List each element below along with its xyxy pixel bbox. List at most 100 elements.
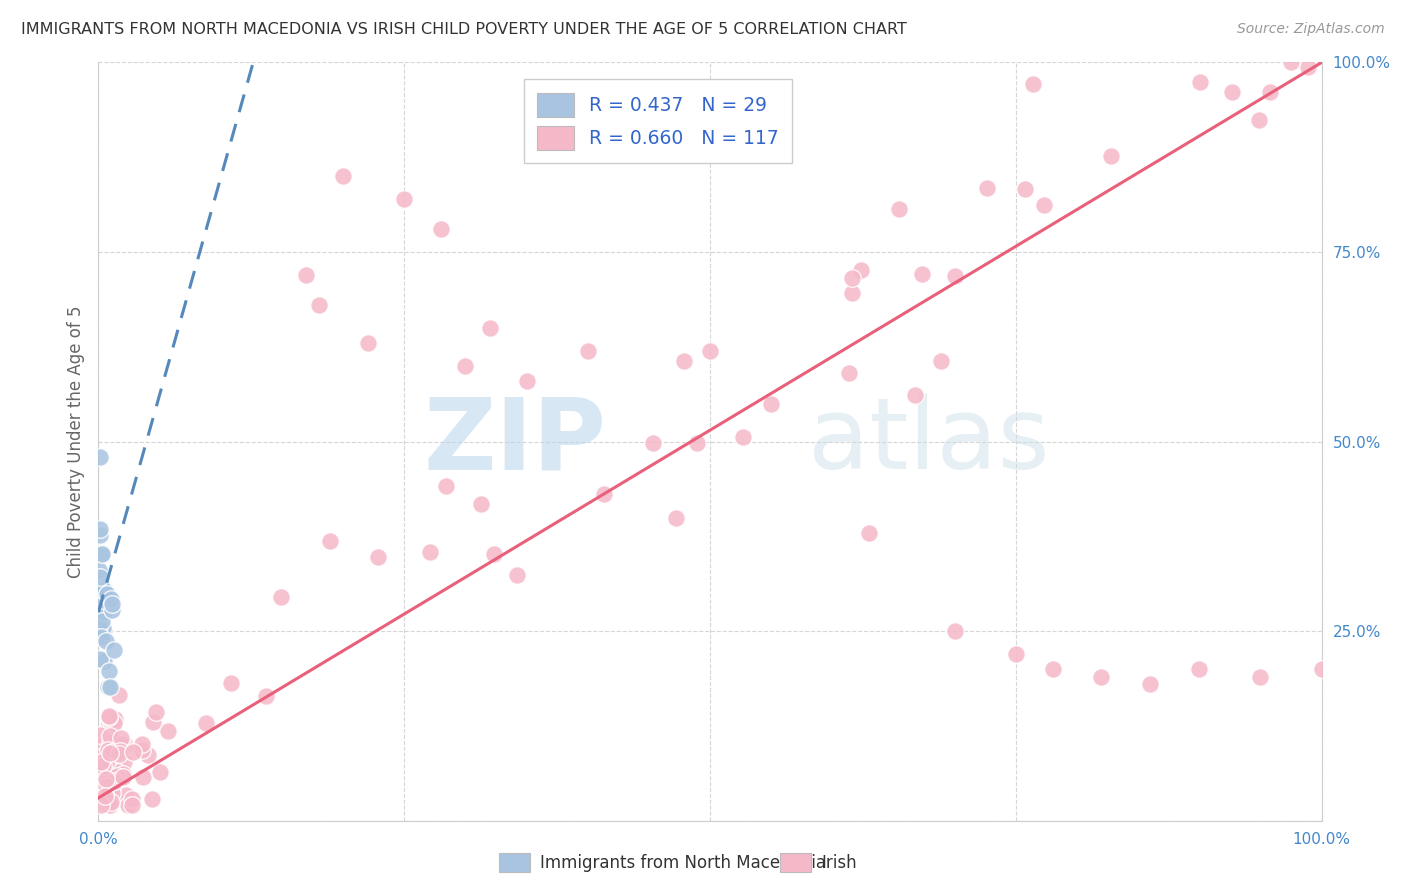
- Point: [576, 343, 599, 358]
- Point: [976, 181, 998, 195]
- Point: [91, 546, 114, 560]
- Point: [136, 748, 159, 763]
- Point: [89, 522, 111, 536]
- Point: [454, 359, 477, 373]
- Point: [858, 525, 880, 540]
- Point: [1188, 662, 1211, 676]
- Point: [93, 654, 115, 668]
- Point: [89, 570, 111, 584]
- Point: [91, 748, 114, 763]
- Point: [98, 730, 121, 744]
- Point: [672, 354, 695, 368]
- Point: [1099, 149, 1122, 163]
- Point: [93, 624, 115, 638]
- Point: [107, 765, 129, 780]
- Point: [107, 688, 129, 702]
- Point: [103, 643, 125, 657]
- Point: [1042, 662, 1064, 676]
- Point: [110, 744, 132, 758]
- Point: [478, 320, 501, 334]
- Point: [87, 619, 110, 633]
- Point: [100, 775, 122, 789]
- Point: [219, 675, 242, 690]
- Point: [91, 765, 114, 780]
- Point: [93, 755, 115, 769]
- Point: [91, 621, 114, 635]
- Point: [90, 756, 112, 770]
- Point: [97, 709, 120, 723]
- Point: [112, 755, 135, 769]
- Point: [101, 716, 124, 731]
- Point: [94, 775, 117, 789]
- Point: [94, 772, 117, 787]
- Point: [96, 777, 118, 791]
- Point: [90, 769, 112, 783]
- Point: [94, 786, 117, 800]
- Point: [114, 738, 136, 752]
- Y-axis label: Child Poverty Under the Age of 5: Child Poverty Under the Age of 5: [66, 305, 84, 578]
- Point: [254, 689, 277, 703]
- Point: [1279, 55, 1302, 70]
- Point: [97, 798, 120, 813]
- Point: [1298, 60, 1320, 74]
- Point: [89, 786, 111, 800]
- Point: [90, 630, 112, 644]
- Point: [131, 770, 153, 784]
- Point: [841, 285, 863, 300]
- Point: [97, 743, 120, 757]
- Point: [91, 614, 114, 628]
- Point: [101, 739, 124, 753]
- Point: [145, 706, 167, 720]
- Point: [112, 770, 135, 784]
- Point: [515, 374, 537, 388]
- Point: [641, 436, 664, 450]
- Point: [98, 681, 121, 695]
- Point: [96, 587, 118, 601]
- Point: [270, 591, 292, 605]
- Point: [89, 776, 111, 790]
- Point: [904, 388, 927, 402]
- Point: [686, 435, 709, 450]
- Point: [104, 774, 127, 789]
- Point: [112, 766, 135, 780]
- Point: [142, 715, 165, 730]
- Point: [1258, 85, 1281, 99]
- Point: [89, 740, 111, 755]
- Point: [1189, 75, 1212, 89]
- Point: [110, 731, 132, 745]
- Point: [131, 742, 153, 756]
- Point: [1033, 198, 1056, 212]
- Point: [1004, 647, 1026, 661]
- Text: Source: ZipAtlas.com: Source: ZipAtlas.com: [1237, 22, 1385, 37]
- Point: [87, 582, 110, 596]
- Point: [929, 354, 952, 368]
- Text: Irish: Irish: [821, 854, 856, 871]
- Point: [731, 430, 754, 444]
- Point: [430, 222, 453, 236]
- Point: [89, 769, 111, 783]
- Point: [295, 268, 318, 282]
- Point: [121, 798, 143, 813]
- Point: [91, 776, 114, 790]
- Point: [470, 497, 492, 511]
- Point: [131, 737, 153, 751]
- Point: [1220, 85, 1243, 99]
- Point: [101, 780, 124, 795]
- Point: [100, 592, 122, 607]
- Point: [100, 795, 122, 809]
- Point: [91, 772, 114, 786]
- Point: [1014, 181, 1036, 195]
- Point: [89, 728, 111, 742]
- Text: ZIP: ZIP: [423, 393, 606, 490]
- Point: [332, 169, 354, 184]
- Point: [98, 709, 121, 723]
- Point: [100, 714, 122, 729]
- Point: [91, 759, 114, 773]
- Point: [104, 712, 127, 726]
- Point: [761, 396, 783, 410]
- Point: [93, 752, 115, 766]
- Point: [91, 592, 114, 607]
- Point: [157, 723, 180, 738]
- Point: [943, 624, 966, 639]
- Point: [122, 745, 145, 759]
